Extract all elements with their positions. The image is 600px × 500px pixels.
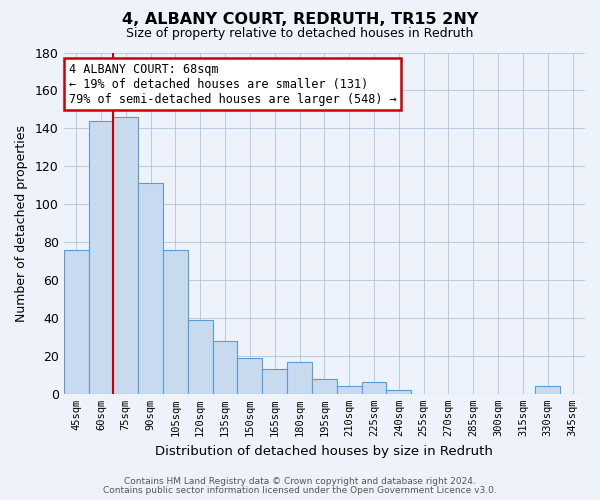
- Bar: [64, 250, 89, 394]
- Bar: [113, 117, 138, 394]
- Bar: [535, 386, 560, 394]
- Bar: [138, 184, 163, 394]
- Text: Contains HM Land Registry data © Crown copyright and database right 2024.: Contains HM Land Registry data © Crown c…: [124, 477, 476, 486]
- X-axis label: Distribution of detached houses by size in Redruth: Distribution of detached houses by size …: [155, 444, 493, 458]
- Bar: [287, 362, 312, 394]
- Bar: [312, 378, 337, 394]
- Bar: [386, 390, 411, 394]
- Bar: [163, 250, 188, 394]
- Y-axis label: Number of detached properties: Number of detached properties: [15, 124, 28, 322]
- Bar: [212, 340, 238, 394]
- Text: 4, ALBANY COURT, REDRUTH, TR15 2NY: 4, ALBANY COURT, REDRUTH, TR15 2NY: [122, 12, 478, 28]
- Bar: [188, 320, 212, 394]
- Bar: [238, 358, 262, 394]
- Text: Contains public sector information licensed under the Open Government Licence v3: Contains public sector information licen…: [103, 486, 497, 495]
- Text: 4 ALBANY COURT: 68sqm
← 19% of detached houses are smaller (131)
79% of semi-det: 4 ALBANY COURT: 68sqm ← 19% of detached …: [69, 62, 397, 106]
- Bar: [262, 369, 287, 394]
- Bar: [89, 121, 113, 394]
- Bar: [362, 382, 386, 394]
- Text: Size of property relative to detached houses in Redruth: Size of property relative to detached ho…: [127, 28, 473, 40]
- Bar: [337, 386, 362, 394]
